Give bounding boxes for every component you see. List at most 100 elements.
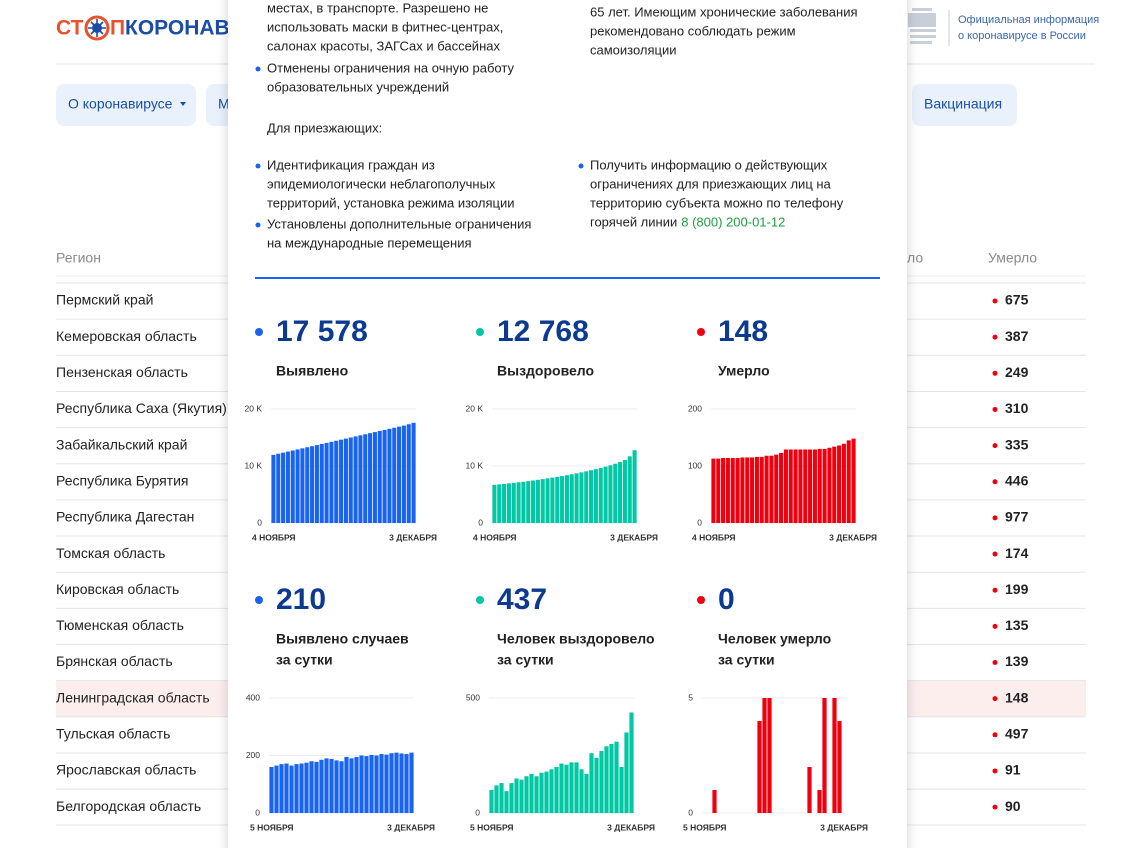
bar: [754, 456, 759, 523]
bar: [574, 473, 579, 523]
death-count: 387: [1005, 328, 1029, 344]
hotline-link[interactable]: 8 (800) 200-01-12: [681, 214, 785, 229]
bar: [762, 698, 767, 813]
bar: [846, 440, 851, 523]
death-count: 335: [1005, 436, 1029, 452]
nav-button-bg[interactable]: [912, 84, 1017, 126]
modal-text: использовать маски в фитнес-центрах,: [267, 19, 503, 34]
region-name: Пензенская область: [56, 364, 188, 380]
bar: [774, 454, 779, 523]
bar: [793, 449, 798, 523]
bar: [808, 449, 813, 523]
stat-label: Человек выздоровело: [497, 631, 655, 647]
bar: [837, 445, 842, 523]
bar: [394, 752, 399, 813]
stat-dot: [476, 328, 484, 336]
bar: [624, 732, 629, 813]
bar: [489, 790, 494, 813]
modal-text: территорию субъекта можно по телефону: [590, 195, 844, 210]
dropdown-arrow[interactable]: [180, 102, 186, 106]
death-count: 310: [1005, 400, 1029, 416]
bar: [613, 463, 618, 523]
x-tick-label: 3 ДЕКАБРЯ: [610, 532, 658, 542]
modal-text: местах, в транспорте. Разрешено не: [267, 0, 488, 15]
nav-label[interactable]: М: [218, 96, 230, 112]
table-header: Регион: [56, 250, 101, 266]
bar: [353, 436, 358, 523]
y-tick-label: 20 K: [245, 403, 263, 413]
bar: [374, 755, 379, 813]
death-count: 90: [1005, 798, 1021, 814]
bar: [740, 457, 745, 523]
bar: [397, 426, 402, 523]
bar: [369, 754, 374, 813]
bar: [851, 438, 856, 523]
bar: [284, 763, 289, 813]
nav-label[interactable]: О коронавирусе: [68, 96, 173, 112]
bar: [382, 429, 387, 523]
bar: [841, 443, 846, 523]
bar: [377, 431, 382, 523]
death-dot: [992, 804, 998, 810]
region-name: Брянская область: [56, 653, 173, 669]
y-tick-label: 100: [688, 460, 702, 470]
bar: [750, 457, 755, 523]
bar: [271, 454, 276, 523]
bullet: [255, 222, 261, 228]
death-dot: [992, 443, 998, 449]
x-tick-label: 3 ДЕКАБРЯ: [389, 532, 437, 542]
bar: [499, 783, 504, 813]
death-dot: [992, 298, 998, 304]
modal-text: территорий, установка режима изоляции: [267, 195, 514, 210]
region-name: Томская область: [56, 545, 165, 561]
bar: [632, 450, 637, 523]
bar: [299, 763, 304, 813]
nav-button-bg[interactable]: [56, 84, 196, 126]
bar: [497, 484, 502, 523]
bar: [406, 424, 411, 523]
bar: [529, 773, 534, 813]
stat-label: Умерло: [718, 363, 770, 379]
stat-dot: [697, 596, 705, 604]
bar: [290, 450, 295, 523]
bar: [334, 760, 339, 813]
official-info: Официальная информация: [958, 14, 1099, 26]
bar: [579, 769, 584, 813]
y-tick-label: 0: [688, 807, 693, 817]
bar: [310, 446, 315, 523]
region-name: Республика Дагестан: [56, 509, 194, 525]
bar: [339, 761, 344, 813]
bar: [627, 456, 632, 523]
modal-text: рекомендовано соблюдать режим: [590, 23, 796, 38]
modal-text: Отменены ограничения на очную работу: [267, 60, 514, 75]
region-name: Кировская область: [56, 581, 179, 597]
bar: [502, 483, 507, 523]
stat-value: 210: [276, 583, 326, 616]
bar: [387, 428, 392, 523]
bar: [309, 761, 314, 813]
bar: [594, 757, 599, 813]
death-count: 174: [1005, 545, 1029, 561]
bar: [822, 448, 827, 523]
bar: [545, 478, 550, 523]
stat-dot: [255, 596, 263, 604]
y-tick-label: 20 K: [466, 403, 484, 413]
nav-button[interactable]: Вакцинация: [912, 84, 1017, 126]
x-tick-label: 4 НОЯБРЯ: [252, 532, 296, 542]
death-dot: [992, 660, 998, 665]
table-header: Умерло: [988, 250, 1037, 266]
bar: [619, 767, 624, 813]
bar: [364, 756, 369, 813]
nav-label[interactable]: Вакцинация: [924, 96, 1002, 112]
bar: [276, 453, 281, 523]
modal-text: Получить информацию о действующих: [590, 157, 828, 172]
bar: [569, 762, 574, 813]
bar: [764, 455, 769, 523]
stat-value: 12 768: [497, 315, 589, 348]
y-tick-label: 10 K: [245, 460, 263, 470]
region-name: Забайкальский край: [56, 436, 187, 452]
bar: [822, 698, 827, 813]
modal-text: горячей линии: [590, 214, 677, 229]
stat-label: Выявлено: [276, 363, 348, 379]
nav-button[interactable]: О коронавирусе: [56, 84, 196, 126]
